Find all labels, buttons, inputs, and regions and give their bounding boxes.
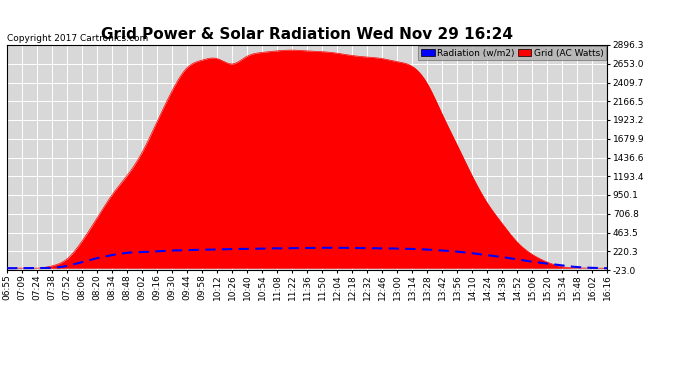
Title: Grid Power & Solar Radiation Wed Nov 29 16:24: Grid Power & Solar Radiation Wed Nov 29 … [101, 27, 513, 42]
Text: Copyright 2017 Cartronics.com: Copyright 2017 Cartronics.com [7, 34, 148, 43]
Legend: Radiation (w/m2), Grid (AC Watts): Radiation (w/m2), Grid (AC Watts) [418, 46, 607, 60]
